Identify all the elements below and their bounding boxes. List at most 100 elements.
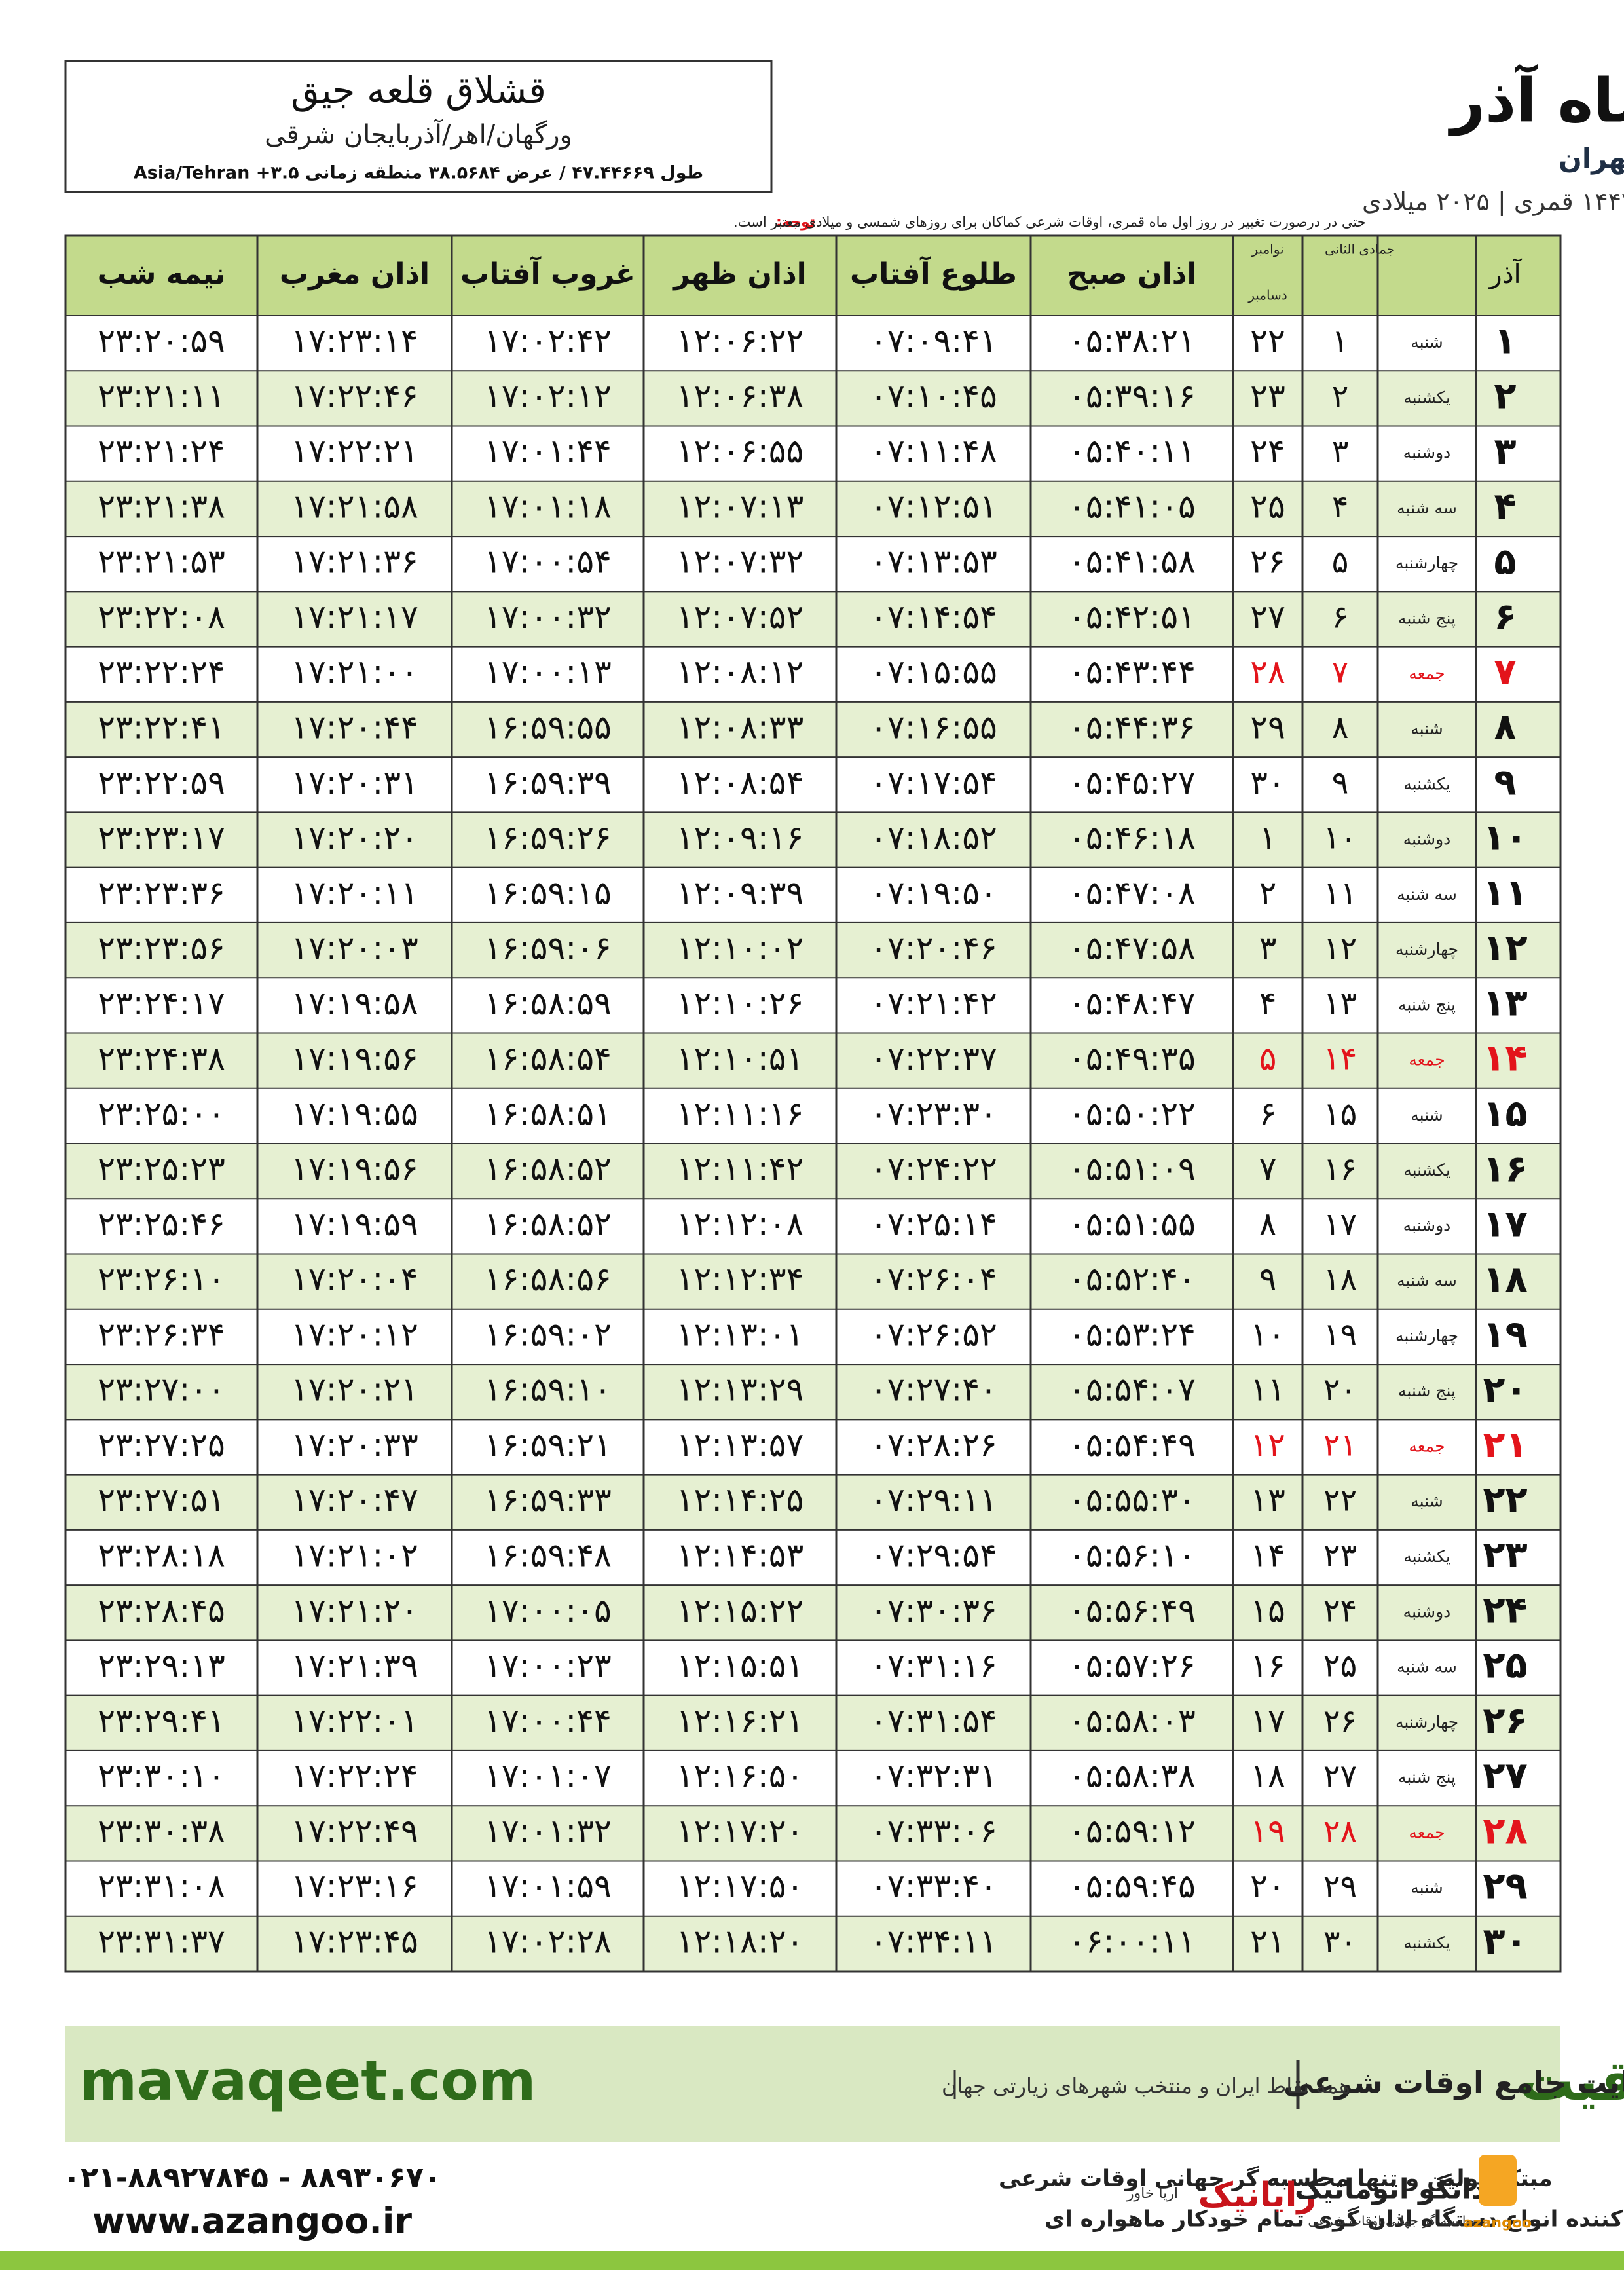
time: ۰۵:۵۳:۲۴ <box>1068 1315 1196 1353</box>
table-row <box>65 646 1560 702</box>
gregorian-day: ۴ <box>1259 984 1277 1022</box>
day: ۱۹ <box>1483 1313 1527 1356</box>
time: ۱۷:۲۰:۱۲ <box>291 1315 418 1353</box>
table-row <box>65 1254 1560 1309</box>
time: ۱۲:۰۸:۵۴ <box>676 764 804 802</box>
hijri-day: ۵ <box>1332 544 1349 580</box>
weekday: دوشنبه <box>1403 443 1451 463</box>
time: ۰۶:۰۰:۱۱ <box>1068 1922 1196 1960</box>
site: mavaqeet.com <box>80 2049 536 2113</box>
table-row <box>65 1529 1560 1586</box>
gregorian-day: ۱۹ <box>1250 1812 1285 1850</box>
gregorian-day: ۲۷ <box>1250 598 1285 636</box>
day: ۴ <box>1494 485 1516 528</box>
gregorian-day: ۲۹ <box>1250 709 1285 747</box>
hijri-day: ۲۱ <box>1323 1426 1357 1463</box>
col-time: اذان مغرب <box>280 257 430 291</box>
location-region: ورگهان/اهر/آذربایجان شرقی <box>265 119 572 150</box>
time: ۰۵:۵۸:۰۳ <box>1068 1702 1196 1740</box>
gregorian-day: ۱۲ <box>1250 1426 1285 1464</box>
prayer-table: آذر جمادی الثانی نوامبر دسامبر اذان صبح طلوع … <box>64 234 1562 1973</box>
hijri-day: ۲۲ <box>1323 1482 1357 1519</box>
table-row <box>65 757 1560 813</box>
time: ۱۷:۲۱:۰۲ <box>291 1536 418 1574</box>
time: ۰۷:۲۱:۴۲ <box>870 984 997 1022</box>
gregorian-day: ۲۴ <box>1250 432 1285 470</box>
time: ۱۲:۱۴:۲۵ <box>676 1481 804 1519</box>
day: ۱۳ <box>1483 982 1527 1024</box>
day: ۱۴ <box>1483 1037 1527 1080</box>
day: ۲۸ <box>1483 1810 1527 1852</box>
gregorian-day: ۳ <box>1259 929 1277 967</box>
table-row <box>65 536 1560 592</box>
weekday: شنبه <box>1411 1492 1443 1511</box>
time: ۱۲:۱۰:۲۶ <box>676 984 804 1022</box>
table-row <box>65 316 1560 371</box>
hijri-day: ۹ <box>1332 764 1349 801</box>
time: ۱۷:۱۹:۵۹ <box>291 1205 418 1243</box>
time: ۲۳:۲۳:۵۶ <box>98 929 225 967</box>
time: ۰۵:۵۵:۳۰ <box>1068 1481 1196 1519</box>
time: ۲۳:۲۴:۱۷ <box>98 984 225 1022</box>
time: ۲۳:۳۱:۰۸ <box>98 1867 225 1905</box>
weekday: چهارشنبه <box>1395 1713 1458 1732</box>
hijri-day: ۱۲ <box>1323 930 1357 967</box>
time: ۱۲:۱۶:۲۱ <box>676 1702 804 1740</box>
gregorian-day: ۹ <box>1259 1260 1277 1298</box>
time: ۲۳:۲۱:۵۳ <box>98 543 225 581</box>
time: ۱۷:۲۳:۱۶ <box>291 1867 418 1905</box>
table-row <box>65 481 1560 537</box>
time: ۱۷:۱۹:۵۸ <box>291 984 418 1022</box>
time: ۱۷:۲۲:۲۴ <box>291 1757 418 1795</box>
location-box <box>64 60 773 193</box>
table-row <box>65 1695 1560 1751</box>
time: ۱۷:۲۰:۰۴ <box>291 1260 418 1298</box>
col-time: غروب آفتاب <box>460 255 635 291</box>
time: ۲۳:۲۹:۴۱ <box>98 1702 225 1740</box>
time: ۱۲:۱۱:۴۲ <box>676 1150 804 1188</box>
table-row <box>65 867 1560 923</box>
time: ۲۳:۲۶:۳۴ <box>98 1315 225 1353</box>
weekday: یکشنبه <box>1403 774 1450 793</box>
time: ۰۷:۱۱:۴۸ <box>870 432 997 470</box>
time: ۰۷:۲۰:۴۶ <box>870 929 997 967</box>
weekday: دوشنبه <box>1403 1602 1451 1622</box>
time: ۰۷:۳۱:۱۶ <box>870 1647 997 1684</box>
hijri-day: ۷ <box>1332 654 1349 691</box>
time: ۱۲:۱۵:۵۱ <box>676 1647 804 1684</box>
time: ۰۵:۴۱:۰۵ <box>1068 487 1196 525</box>
time: ۱۷:۰۱:۳۲ <box>484 1812 612 1850</box>
phone: ۰۲۱-۸۸۹۲۷۸۴۵ - ۸۸۹۳۰۶۷۰ <box>63 2161 441 2195</box>
table-row <box>65 1750 1560 1806</box>
gregorian-day: ۱۴ <box>1250 1536 1285 1574</box>
logo-azangoo-sub: محاسبه گر جهانی اوقات شرعی <box>1308 2213 1481 2229</box>
time: ۰۷:۰۹:۴۱ <box>870 322 997 360</box>
day: ۱ <box>1494 320 1516 362</box>
location-coords: طول ۴۷.۴۴۶۶۹ / عرض ۳۸.۵۶۸۴ منطقه زمانی ۳… <box>134 163 703 183</box>
day: ۲۹ <box>1483 1865 1527 1908</box>
time: ۱۷:۰۰:۵۴ <box>484 543 612 581</box>
day: ۱۲ <box>1483 927 1527 969</box>
day: ۲۰ <box>1483 1368 1527 1411</box>
table-row <box>65 1419 1560 1475</box>
time: ۱۶:۵۹:۰۲ <box>484 1315 612 1353</box>
weekday: پنج شنبه <box>1398 1381 1456 1401</box>
table-row <box>65 1364 1560 1420</box>
col-month: آذر <box>1488 258 1522 289</box>
hijri-day: ۱۸ <box>1323 1261 1357 1298</box>
time: ۰۷:۲۹:۵۴ <box>870 1536 997 1574</box>
time: ۱۲:۱۴:۵۳ <box>676 1536 804 1574</box>
time: ۱۲:۰۹:۳۹ <box>676 874 804 912</box>
time: ۱۶:۵۹:۲۱ <box>484 1426 612 1464</box>
gregorian-day: ۱ <box>1259 819 1277 857</box>
time: ۱۷:۲۱:۲۰ <box>291 1591 418 1629</box>
time: ۰۵:۵۱:۰۹ <box>1068 1150 1196 1188</box>
time: ۰۷:۲۸:۲۶ <box>870 1426 997 1464</box>
hijri-day: ۲۷ <box>1323 1758 1357 1795</box>
time: ۰۷:۲۵:۱۴ <box>870 1205 997 1243</box>
table-row <box>65 1088 1560 1144</box>
time: ۱۲:۰۶:۵۵ <box>676 432 804 470</box>
time: ۱۷:۲۲:۲۱ <box>291 432 418 470</box>
time: ۱۶:۵۸:۵۴ <box>484 1039 612 1077</box>
